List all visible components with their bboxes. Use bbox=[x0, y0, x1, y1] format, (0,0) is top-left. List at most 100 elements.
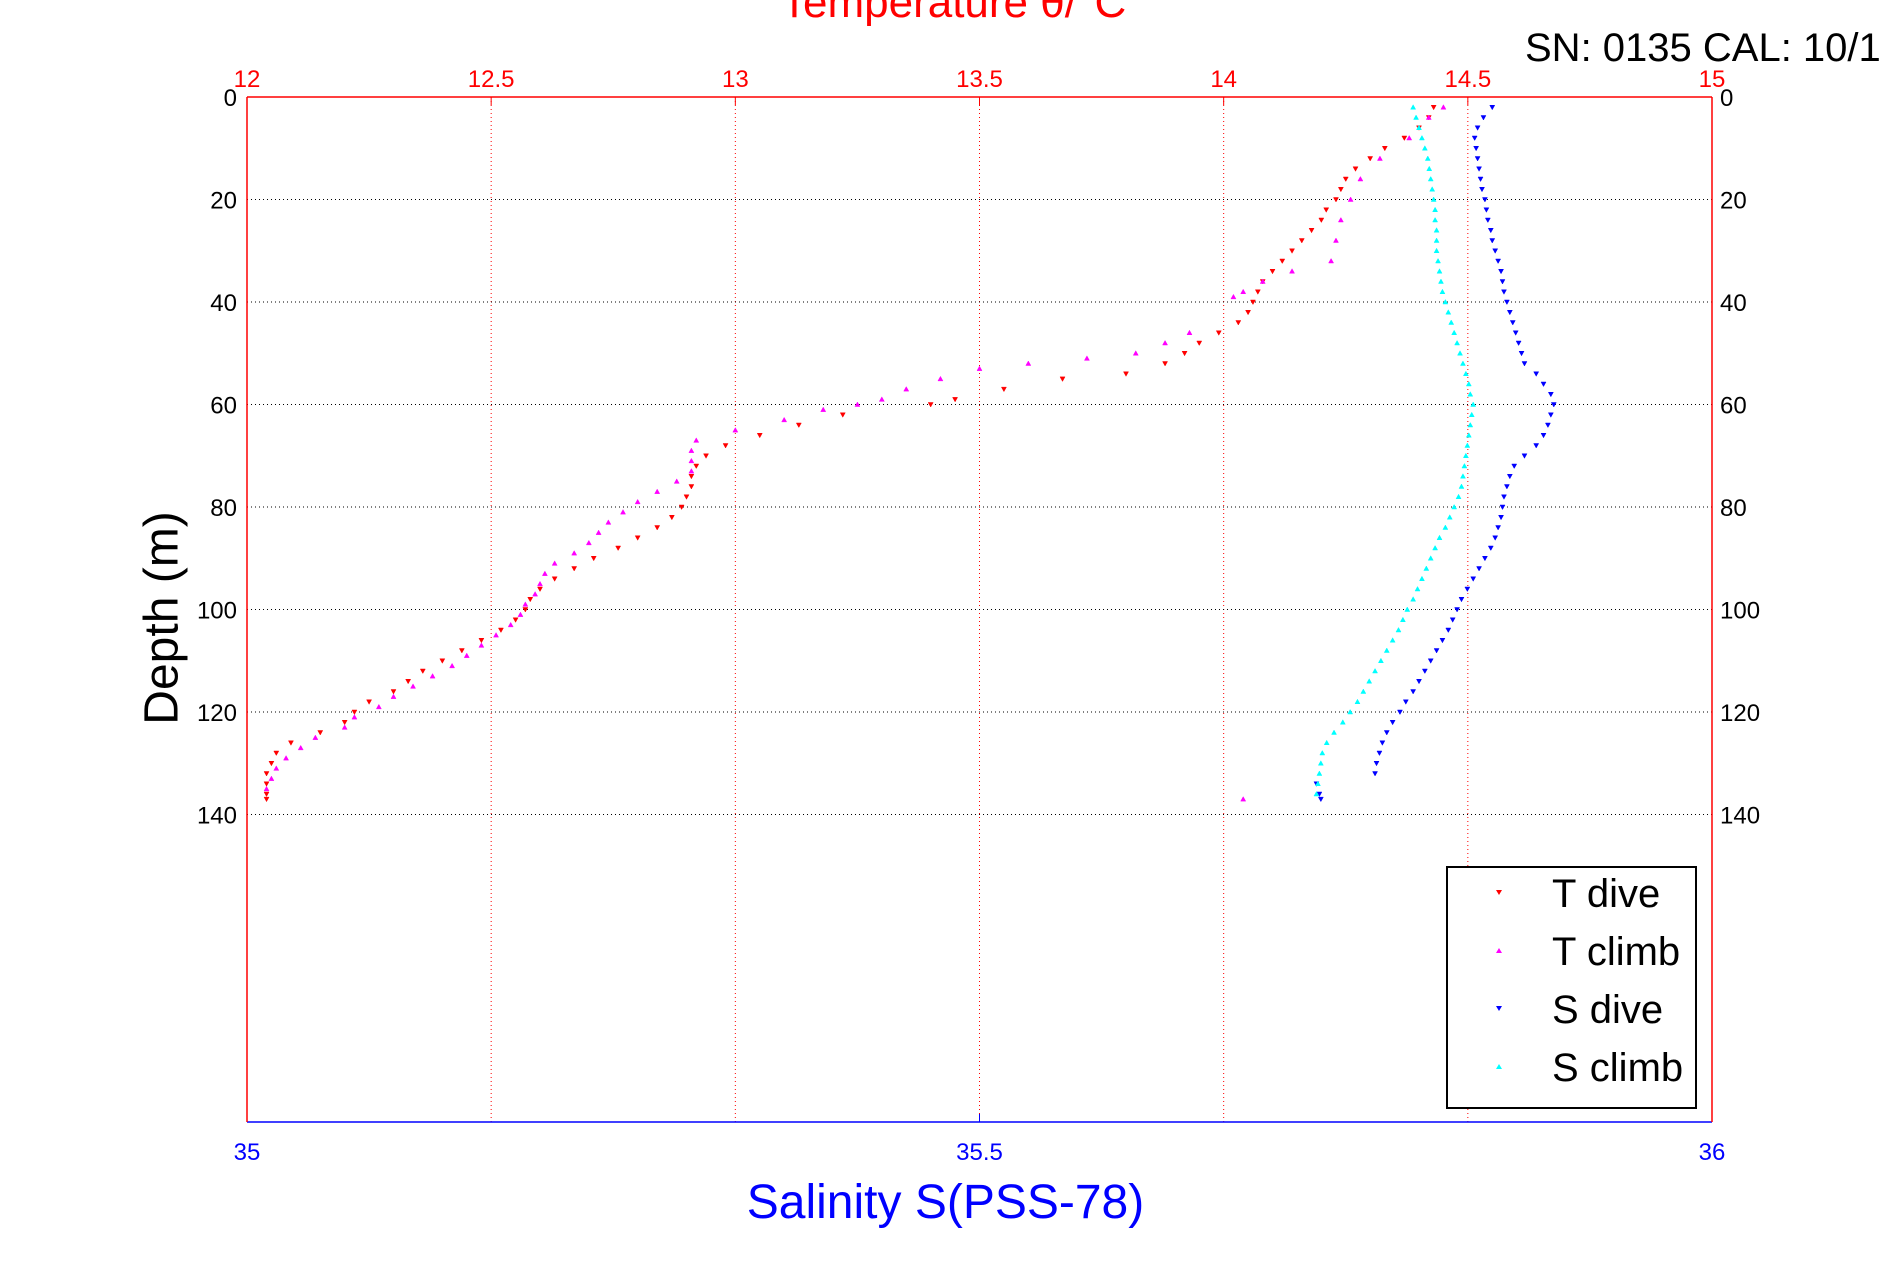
data-point bbox=[375, 703, 382, 710]
data-point bbox=[366, 699, 373, 705]
data-point bbox=[1339, 719, 1346, 725]
depth-tick-label-right: 140 bbox=[1720, 803, 1760, 830]
data-point bbox=[615, 545, 622, 552]
data-point bbox=[1442, 524, 1449, 530]
data-point bbox=[1372, 771, 1378, 777]
data-point bbox=[512, 617, 519, 623]
data-point bbox=[1454, 339, 1461, 346]
data-point bbox=[1495, 525, 1502, 531]
data-point bbox=[1254, 289, 1261, 295]
data-point bbox=[263, 785, 270, 792]
data-point bbox=[1279, 258, 1286, 265]
data-point bbox=[1465, 380, 1472, 387]
data-point bbox=[1433, 227, 1440, 233]
data-point bbox=[1319, 749, 1326, 756]
data-point bbox=[1406, 134, 1413, 141]
data-point bbox=[1460, 473, 1466, 479]
data-point bbox=[1540, 433, 1547, 439]
data-point bbox=[1432, 206, 1439, 212]
salinity-axis-title: Salinity S(PSS-78) bbox=[746, 1176, 1145, 1229]
data-point bbox=[927, 402, 934, 408]
data-point bbox=[1399, 616, 1406, 622]
data-point bbox=[1414, 585, 1421, 592]
data-point bbox=[1373, 761, 1380, 767]
data-point bbox=[1487, 228, 1494, 234]
legend-label-s-dive: S dive bbox=[1552, 988, 1664, 1032]
depth-tick-label-left: 80 bbox=[210, 495, 237, 522]
salinity-tick-label: 35 bbox=[234, 1139, 261, 1166]
data-point bbox=[1464, 586, 1471, 593]
data-point bbox=[781, 416, 788, 423]
data-point bbox=[1318, 217, 1325, 224]
temperature-tick-label: 15 bbox=[1699, 66, 1726, 93]
data-point bbox=[1480, 115, 1487, 121]
data-point bbox=[1316, 770, 1323, 776]
data-point bbox=[634, 498, 641, 505]
temperature-tick-label: 12.5 bbox=[468, 66, 515, 93]
data-point bbox=[1360, 688, 1367, 694]
series-t-climb bbox=[263, 104, 1447, 802]
data-point bbox=[1547, 412, 1554, 418]
serial-calibration-annotation: SN: 0135 CAL: 10/1 bbox=[1525, 26, 1881, 70]
data-point bbox=[1445, 627, 1452, 634]
data-point bbox=[1482, 197, 1488, 203]
data-point bbox=[1298, 238, 1305, 244]
data-point bbox=[1421, 668, 1428, 675]
data-point bbox=[351, 714, 358, 720]
data-point bbox=[522, 607, 529, 613]
data-point bbox=[1347, 196, 1354, 202]
data-point bbox=[1487, 545, 1494, 552]
series-s-dive bbox=[1313, 105, 1557, 803]
data-point bbox=[1495, 258, 1502, 265]
data-point bbox=[527, 597, 534, 603]
salinity-tick-label: 36 bbox=[1699, 1139, 1726, 1166]
data-point bbox=[1379, 740, 1386, 746]
data-point bbox=[1432, 544, 1439, 551]
data-point bbox=[1521, 361, 1528, 367]
data-point bbox=[1240, 796, 1247, 802]
data-point bbox=[1451, 329, 1458, 335]
data-point bbox=[1506, 310, 1513, 316]
data-point bbox=[678, 504, 685, 511]
data-point bbox=[1401, 135, 1408, 142]
data-point bbox=[703, 453, 709, 459]
data-point bbox=[673, 478, 680, 484]
data-point bbox=[1181, 351, 1188, 357]
data-point bbox=[1426, 165, 1433, 171]
temperature-tick-label: 13 bbox=[722, 66, 749, 93]
data-point bbox=[1460, 360, 1466, 366]
temperature-tick-label: 14.5 bbox=[1444, 66, 1491, 93]
data-point bbox=[1383, 647, 1390, 653]
data-point bbox=[1521, 453, 1528, 459]
data-point bbox=[1427, 658, 1434, 664]
data-point bbox=[1389, 720, 1396, 726]
data-point bbox=[1474, 125, 1481, 131]
data-point bbox=[532, 591, 539, 597]
data-point bbox=[1498, 515, 1504, 521]
data-point bbox=[1474, 156, 1481, 162]
data-point bbox=[1395, 626, 1402, 633]
data-point bbox=[537, 580, 543, 587]
data-point bbox=[839, 412, 846, 418]
data-point bbox=[537, 586, 543, 593]
data-point bbox=[1436, 268, 1443, 274]
data-point bbox=[268, 775, 275, 781]
temperature-tick-label: 14 bbox=[1210, 66, 1237, 93]
data-point bbox=[1433, 648, 1440, 654]
data-point bbox=[1442, 298, 1449, 305]
data-point bbox=[1421, 145, 1428, 151]
legend-item-t-dive: T dive bbox=[1448, 868, 1699, 926]
data-point bbox=[1499, 279, 1506, 285]
data-point bbox=[478, 642, 485, 648]
legend-marker-s-climb bbox=[1496, 1064, 1502, 1069]
data-point bbox=[551, 576, 558, 582]
data-point bbox=[1354, 698, 1361, 704]
legend-label-t-climb: T climb bbox=[1552, 930, 1681, 974]
data-point bbox=[1467, 421, 1474, 428]
data-point bbox=[1235, 320, 1242, 326]
data-point bbox=[341, 724, 348, 730]
data-point bbox=[1483, 207, 1490, 213]
data-point bbox=[976, 365, 983, 371]
data-point bbox=[1413, 114, 1419, 120]
data-point bbox=[1458, 597, 1465, 603]
